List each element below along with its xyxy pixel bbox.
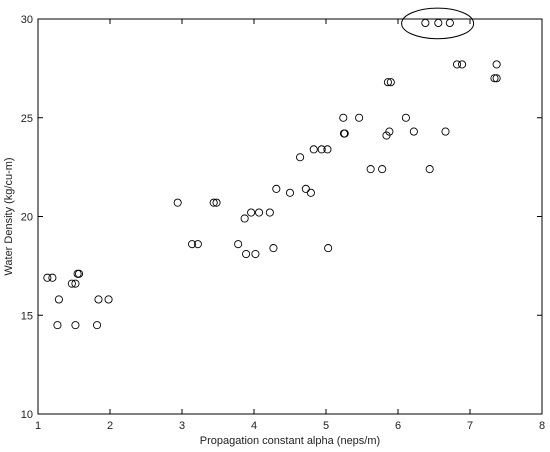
data-point [492,74,501,83]
data-point [366,165,375,174]
data-point [323,145,332,154]
y-tick-label: 10 [21,409,33,421]
data-point [355,113,364,122]
data-point [409,127,418,136]
x-tick-label: 4 [251,420,257,432]
data-point [188,240,197,249]
plot-frame [37,18,543,415]
data-point [104,295,113,304]
data-point [296,153,305,162]
data-point [71,321,80,330]
data-point [234,240,243,249]
data-point [317,145,326,154]
data-point [92,321,102,330]
data-point [173,198,182,207]
data-point [74,269,84,278]
data-point [67,279,76,288]
data-point [441,127,450,136]
data-point [251,249,260,259]
data-point [425,165,434,174]
data-point [421,18,430,28]
y-tick-label: 25 [21,113,33,125]
x-axis-label: Propagation constant alpha (neps/m) [200,435,380,447]
data-point [212,198,221,207]
data-point [240,214,249,223]
data-point [378,165,387,174]
data-point [265,208,274,217]
data-point [386,78,395,87]
data-point [242,249,251,259]
data-point [490,74,499,83]
data-point [383,78,392,87]
data-point [458,60,467,69]
highlight-ellipse [401,7,475,40]
data-point [54,295,63,304]
data-point [43,273,52,282]
data-point [269,244,278,253]
data-point [492,60,501,69]
y-tick-label: 15 [21,310,33,322]
data-point [48,273,57,282]
x-tick-label: 5 [323,420,329,432]
data-point [339,113,348,122]
data-point [401,113,410,122]
x-tick-label: 1 [35,420,41,432]
data-point [272,184,281,193]
data-point [452,60,462,69]
x-tick-label: 7 [467,420,473,432]
x-tick-label: 2 [107,420,113,432]
data-point [309,145,318,154]
data-point [53,321,62,330]
data-point [306,188,315,197]
data-point [193,240,202,249]
data-point [285,188,295,197]
data-point [71,279,80,288]
data-point [340,129,349,138]
data-point [209,198,218,207]
data-point [247,208,256,217]
y-axis-label: Water Density (kg/cu-m) [3,157,15,275]
x-tick-label: 6 [395,420,401,432]
data-point [385,127,394,136]
data-point [301,184,310,193]
y-tick-label: 30 [21,14,33,26]
data-point [254,208,264,217]
x-tick-label: 8 [539,420,545,432]
x-tick-label: 3 [179,420,185,432]
data-point [445,18,454,28]
data-point [434,18,443,28]
y-tick-label: 20 [21,212,33,224]
data-point [94,295,103,304]
data-point [324,244,333,253]
